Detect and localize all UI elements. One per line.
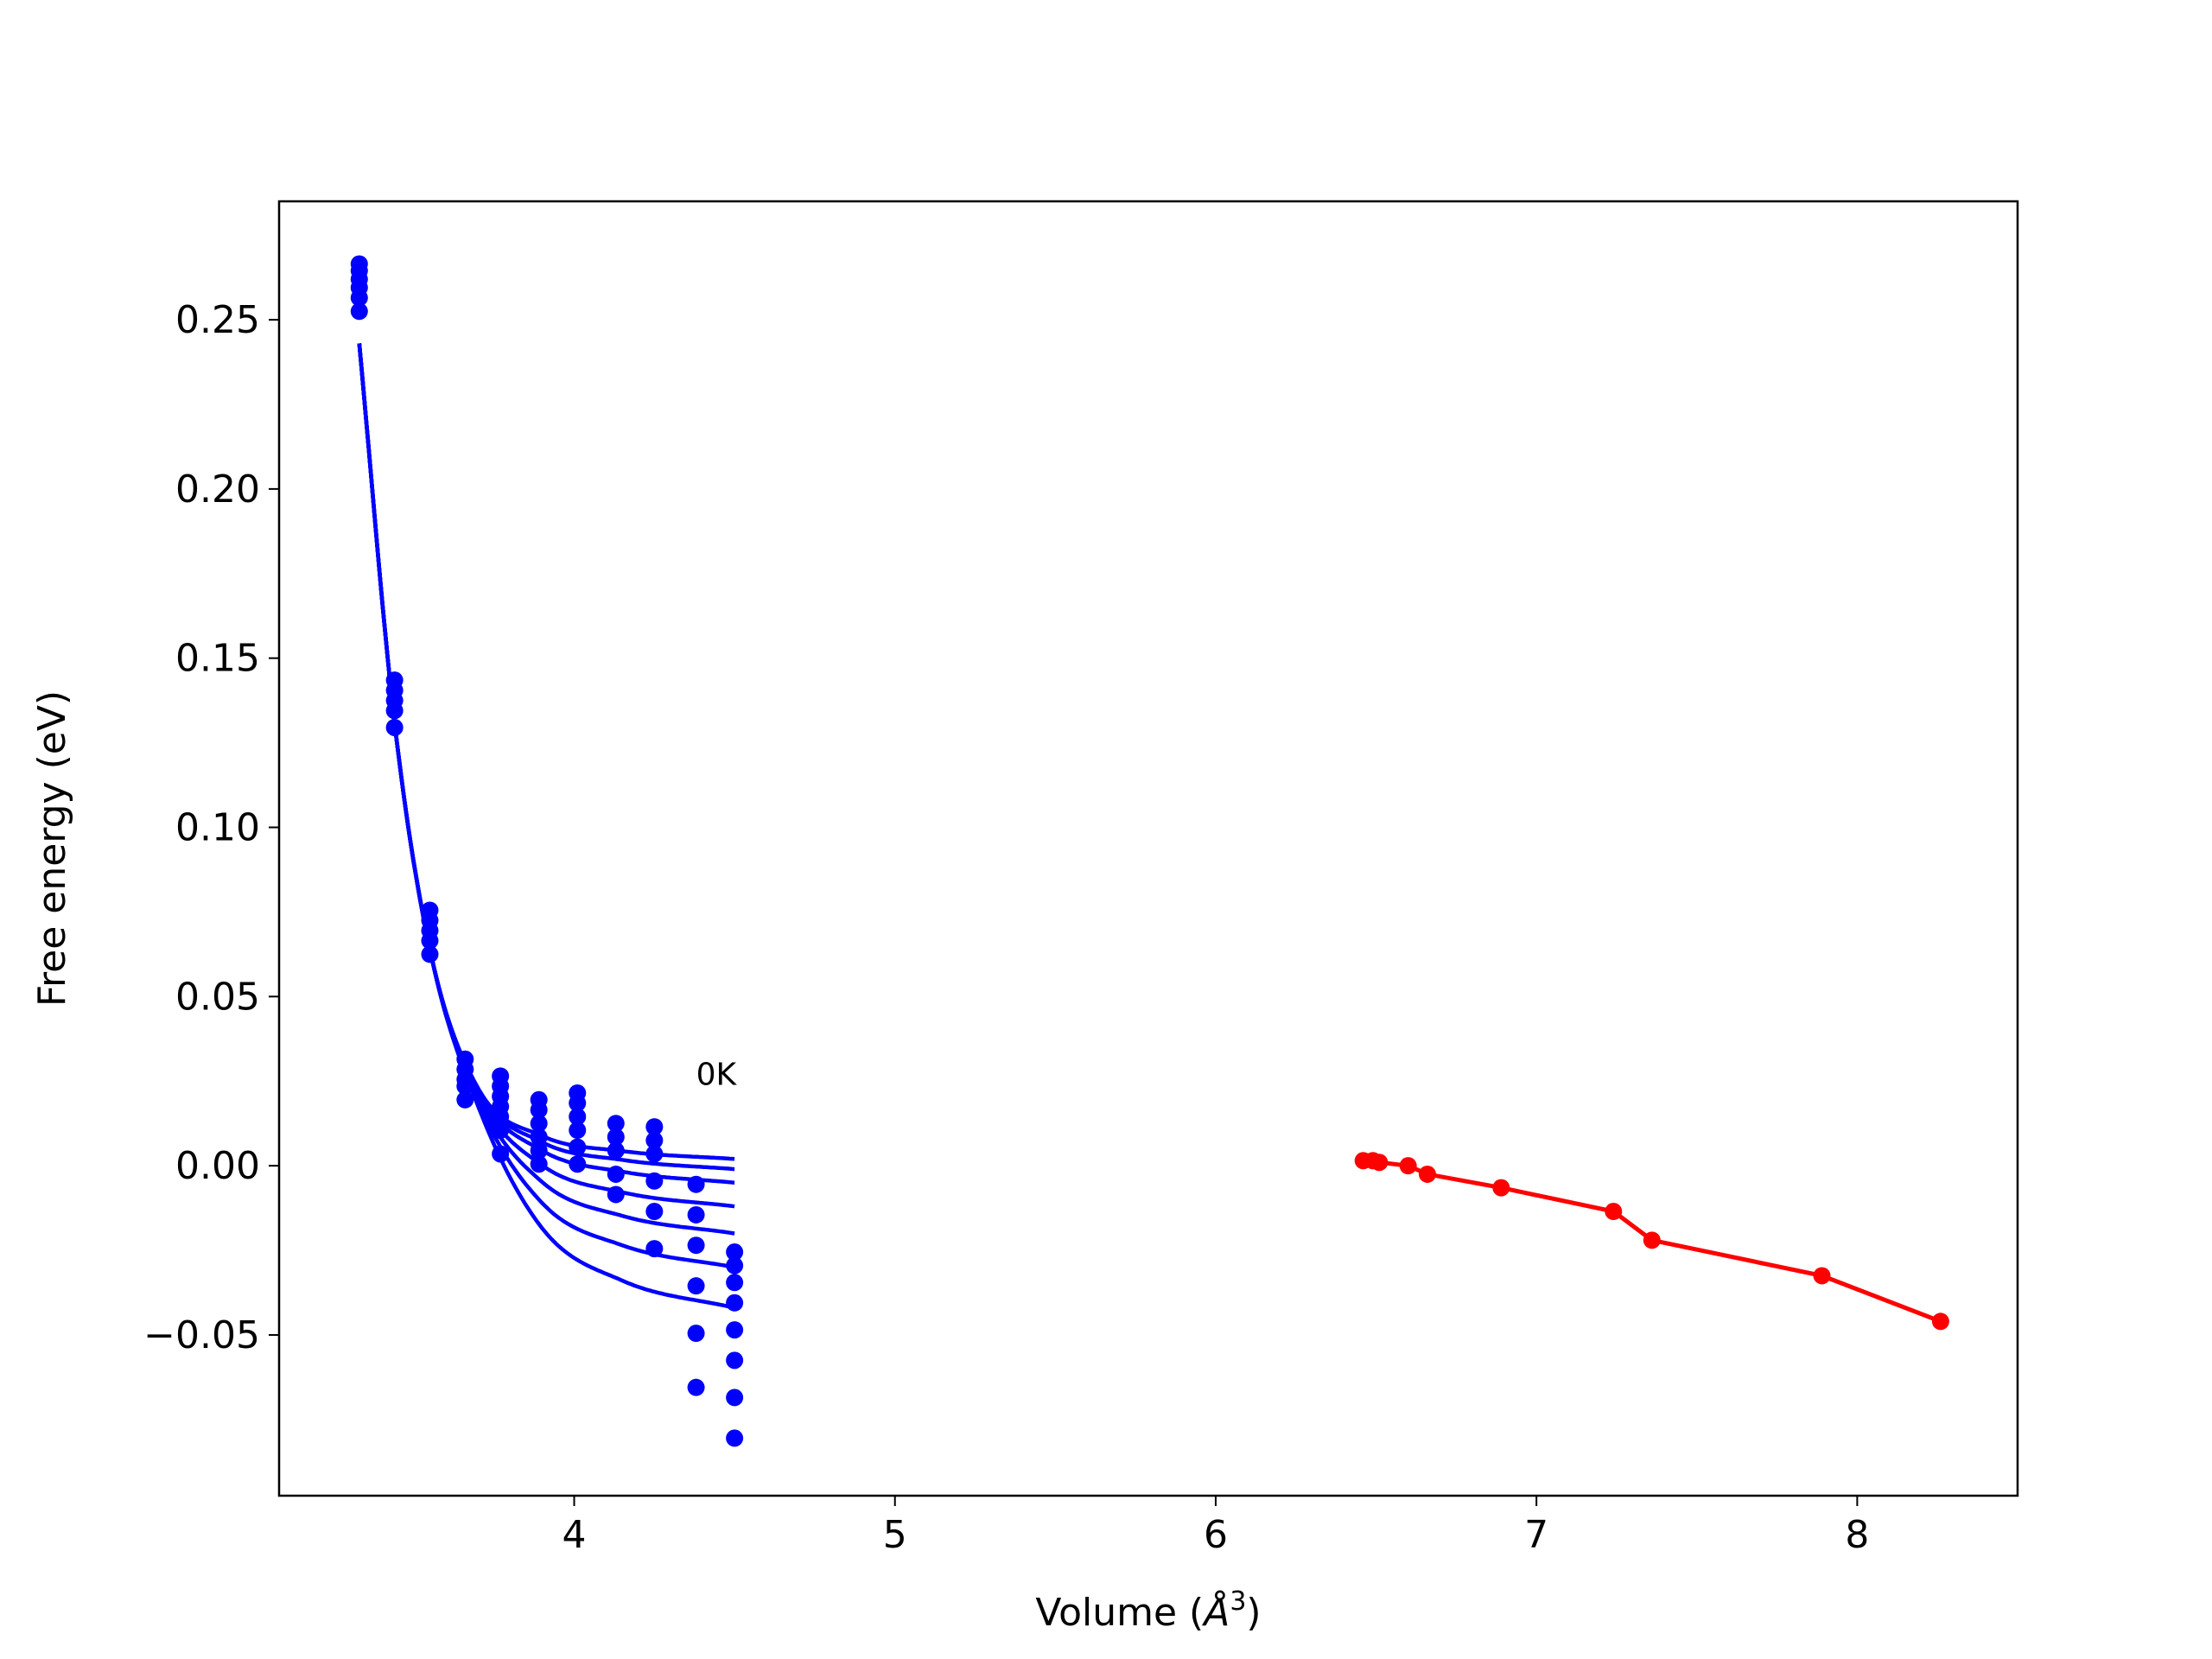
red-data-point [1813, 1267, 1831, 1285]
blue-data-point [530, 1101, 548, 1119]
blue-data-point [687, 1175, 705, 1193]
blue-data-point [421, 945, 439, 963]
blue-data-point [421, 931, 439, 950]
blue-data-point [645, 1172, 664, 1190]
blue-data-point [385, 718, 404, 736]
blue-data-point [350, 289, 368, 307]
x-tick-label: 4 [563, 1513, 587, 1557]
red-data-point [1605, 1203, 1623, 1221]
blue-data-point [569, 1108, 587, 1126]
blue-data-point [687, 1378, 705, 1396]
blue-data-point [726, 1243, 744, 1262]
y-tick-label: −0.05 [143, 1313, 260, 1357]
blue-data-point [607, 1165, 625, 1183]
red-data-point [1931, 1313, 1949, 1331]
blue-data-point [569, 1094, 587, 1112]
blue-data-point [456, 1077, 474, 1096]
y-tick-label: 0.00 [175, 1144, 260, 1188]
blue-data-points [350, 255, 744, 1447]
blue-data-point [687, 1205, 705, 1224]
blue-data-point [607, 1115, 625, 1133]
red-data-point [1370, 1154, 1389, 1172]
blue-fit-curve [357, 343, 735, 1161]
blue-fit-curve [357, 343, 735, 1269]
blue-fit-curve [357, 343, 735, 1209]
x-tick-label: 7 [1524, 1513, 1548, 1557]
y-tick-label: 0.20 [175, 467, 260, 512]
blue-data-point [726, 1351, 744, 1370]
blue-data-point [456, 1090, 474, 1109]
blue-data-point [645, 1118, 664, 1136]
y-axis-label: Free energy (eV) [30, 690, 74, 1007]
blue-data-point [687, 1325, 705, 1343]
blue-data-point [569, 1155, 587, 1173]
y-axis-ticks: −0.05 0.00 0.05 0.10 0.15 0.20 0.25 [143, 298, 279, 1357]
blue-data-point [726, 1274, 744, 1292]
blue-data-point [726, 1256, 744, 1274]
blue-data-point [569, 1138, 587, 1156]
blue-data-point [530, 1128, 548, 1146]
blue-fit-curve [357, 343, 735, 1185]
blue-data-point [726, 1321, 744, 1339]
blue-fit-curve [357, 343, 735, 1172]
red-data-point [1418, 1165, 1436, 1183]
blue-data-point [607, 1141, 625, 1160]
blue-data-point [569, 1122, 587, 1140]
y-tick-label: 0.05 [175, 975, 260, 1019]
red-data-point [1643, 1231, 1661, 1249]
blue-data-point [492, 1122, 510, 1140]
x-axis-label: Volume (Å3) [1035, 1586, 1261, 1635]
blue-data-point [607, 1185, 625, 1204]
y-tick-label: 0.25 [175, 298, 260, 342]
blue-data-point [645, 1203, 664, 1221]
axes-frame [277, 200, 2019, 1497]
blue-data-point [530, 1141, 548, 1160]
blue-data-point [687, 1277, 705, 1295]
blue-data-point [726, 1389, 744, 1407]
red-data-point [1399, 1157, 1417, 1175]
blue-data-point [492, 1108, 510, 1126]
blue-data-point [530, 1115, 548, 1133]
blue-data-point [530, 1155, 548, 1173]
annotation-0k: 0K [696, 1057, 738, 1092]
blue-data-point [645, 1131, 664, 1149]
x-axis-ticks: 4 5 6 7 8 [563, 1496, 1869, 1557]
blue-data-point [607, 1128, 625, 1146]
blue-data-point [726, 1429, 744, 1447]
blue-data-point [645, 1145, 664, 1163]
red-data-point [1492, 1179, 1510, 1197]
blue-data-point [726, 1294, 744, 1312]
y-tick-label: 0.10 [175, 806, 260, 850]
y-tick-label: 0.15 [175, 637, 260, 681]
blue-data-point [350, 302, 368, 321]
blue-data-point [492, 1145, 510, 1163]
blue-data-point [385, 702, 404, 720]
x-tick-label: 5 [883, 1513, 907, 1557]
x-tick-label: 8 [1845, 1513, 1869, 1557]
red-series [1354, 1152, 1949, 1331]
blue-data-point [645, 1240, 664, 1258]
blue-data-point [687, 1236, 705, 1255]
x-tick-label: 6 [1204, 1513, 1228, 1557]
